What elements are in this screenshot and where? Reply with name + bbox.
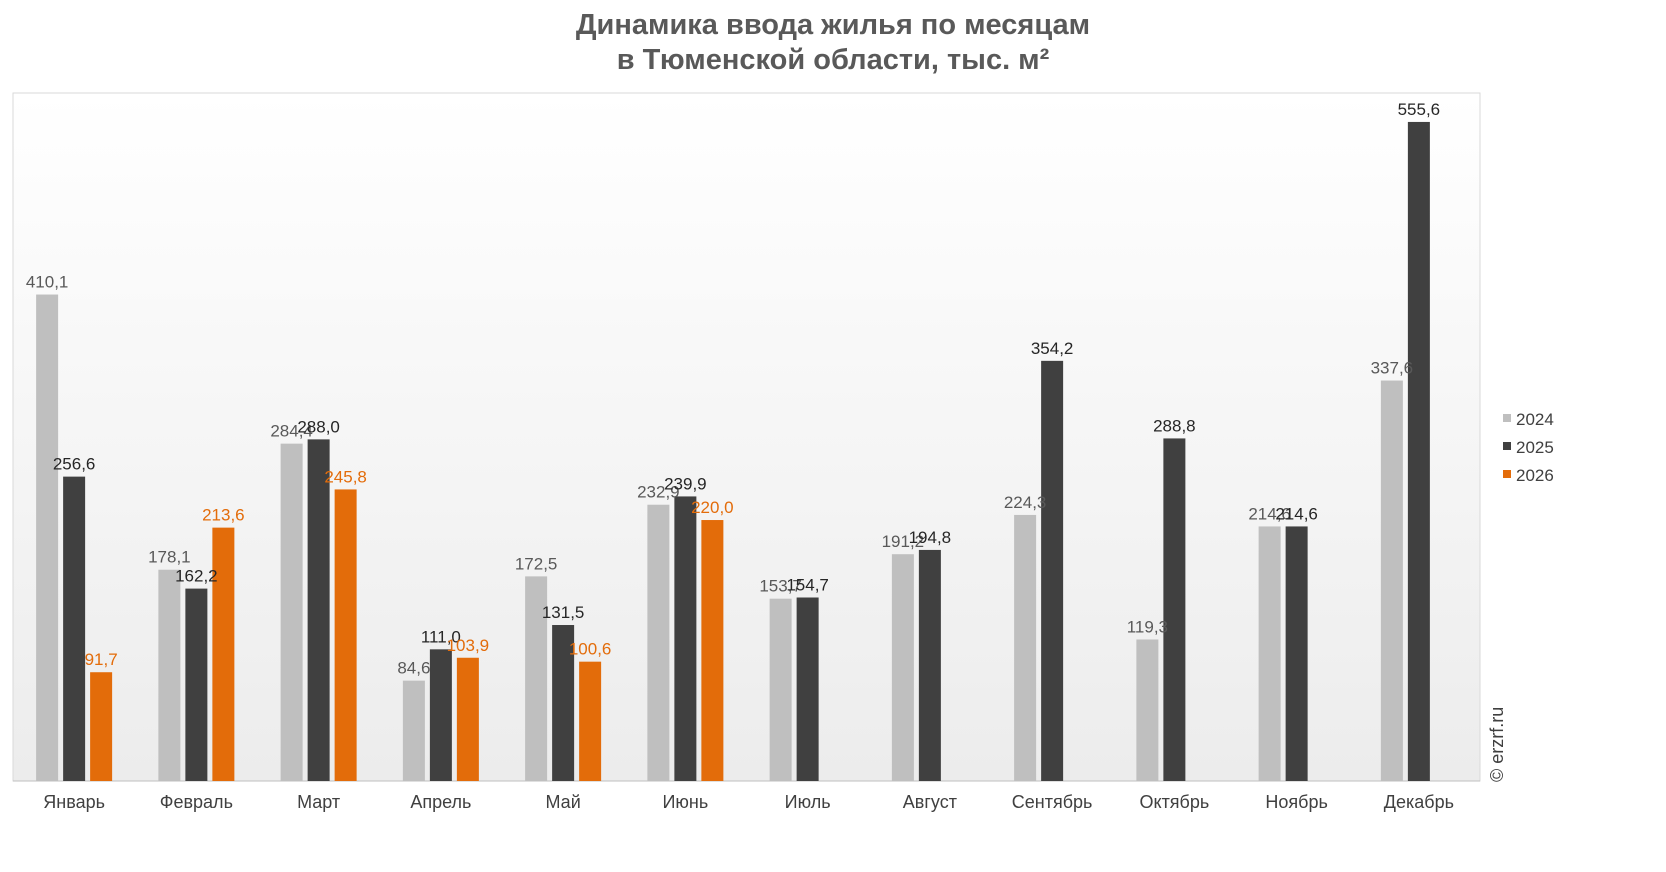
legend-label-2024: 2024 xyxy=(1516,410,1554,429)
bar-2024-7 xyxy=(769,598,792,781)
legend-label-2025: 2025 xyxy=(1516,438,1554,457)
bar-2026-3 xyxy=(334,489,357,781)
bar-2025-12 xyxy=(1407,121,1430,781)
legend-swatch-2026 xyxy=(1503,470,1511,478)
legend-swatch-2025 xyxy=(1503,442,1511,450)
value-label-2024-11: 214,6 xyxy=(1248,504,1291,523)
value-label-2024-2: 178,1 xyxy=(148,548,191,567)
chart-title-line1: Динамика ввода жилья по месяцам xyxy=(575,9,1091,41)
value-label-2024-10: 119,3 xyxy=(1127,617,1168,636)
month-label-11: Ноябрь xyxy=(1265,792,1327,812)
value-label-2024-6: 232,9 xyxy=(637,483,680,502)
bar-2025-6 xyxy=(674,496,697,781)
value-label-2025-7: 154,7 xyxy=(786,575,829,594)
chart-title: Динамика ввода жилья по месяцам в Тюменс… xyxy=(0,8,1666,78)
month-label-12: Декабрь xyxy=(1384,792,1454,812)
plot-area xyxy=(12,92,1481,782)
value-label-2024-7: 153,7 xyxy=(759,577,802,596)
month-label-2: Февраль xyxy=(160,792,233,812)
value-label-2024-12: 337,6 xyxy=(1371,359,1414,378)
value-label-2026-1: 91,7 xyxy=(85,650,118,669)
legend-label-2026: 2026 xyxy=(1516,466,1554,485)
bar-2024-4 xyxy=(402,680,425,781)
value-label-2024-9: 224,3 xyxy=(1004,493,1047,512)
value-label-2025-11: 214,6 xyxy=(1275,504,1318,523)
month-label-6: Июнь xyxy=(662,792,708,812)
value-label-2026-3: 245,8 xyxy=(324,467,367,486)
bar-2024-6 xyxy=(647,504,670,781)
value-label-2024-3: 284,4 xyxy=(270,422,313,441)
month-label-5: Май xyxy=(545,792,580,812)
bar-2025-7 xyxy=(796,597,819,781)
value-label-2025-5: 131,5 xyxy=(542,603,585,622)
bar-2025-2 xyxy=(185,588,208,781)
bar-2025-1 xyxy=(63,476,86,781)
value-label-2025-3: 288,0 xyxy=(297,417,340,436)
value-label-2025-2: 162,2 xyxy=(175,567,218,586)
bar-2024-1 xyxy=(36,294,59,781)
bar-2025-9 xyxy=(1041,360,1064,781)
credit-text: © erzrf.ru xyxy=(1487,707,1507,782)
value-label-2025-4: 111,0 xyxy=(421,627,461,646)
bar-2026-5 xyxy=(579,661,602,781)
value-label-2025-9: 354,2 xyxy=(1031,339,1074,358)
month-label-10: Октябрь xyxy=(1139,792,1209,812)
month-labels-group: Январь Февраль Март Апрель Май Июнь Июль Август… xyxy=(43,792,1454,812)
bar-2025-11 xyxy=(1285,526,1308,781)
bar-2025-3 xyxy=(307,439,330,781)
value-label-2025-10: 288,8 xyxy=(1153,416,1196,435)
bar-2024-2 xyxy=(158,569,181,781)
month-label-7: Июль xyxy=(785,792,831,812)
bar-2024-8 xyxy=(891,554,914,781)
month-label-9: Сентябрь xyxy=(1012,792,1093,812)
value-label-2024-8: 191,2 xyxy=(882,532,925,551)
legend: 2024 2025 2026 xyxy=(1503,410,1554,485)
bar-2026-6 xyxy=(701,520,724,781)
value-label-2026-5: 100,6 xyxy=(569,640,612,659)
bar-2025-8 xyxy=(918,549,941,781)
value-label-2024-5: 172,5 xyxy=(515,554,558,573)
bar-2025-5 xyxy=(552,625,575,781)
bar-2025-4 xyxy=(429,649,452,781)
value-label-2025-1: 256,6 xyxy=(53,455,96,474)
bar-2024-10 xyxy=(1136,639,1159,781)
bar-2024-12 xyxy=(1380,380,1403,781)
bar-2024-9 xyxy=(1014,514,1037,781)
value-label-2026-6: 220,0 xyxy=(691,498,734,517)
bar-2024-11 xyxy=(1258,526,1281,781)
value-label-2024-1: 410,1 xyxy=(26,273,69,292)
month-label-4: Апрель xyxy=(410,792,471,812)
bar-2024-3 xyxy=(280,443,303,781)
value-label-2026-4: 103,9 xyxy=(447,636,490,655)
value-label-2025-6: 239,9 xyxy=(664,474,707,493)
bars-group xyxy=(36,121,1430,781)
bar-2026-1 xyxy=(90,672,113,781)
value-label-2024-4: 84,6 xyxy=(397,659,430,678)
bar-2026-4 xyxy=(456,657,479,781)
bar-2026-2 xyxy=(212,527,235,781)
value-label-2025-12: 555,6 xyxy=(1398,100,1441,119)
value-label-2026-2: 213,6 xyxy=(202,506,245,525)
month-label-1: Январь xyxy=(43,792,105,812)
bar-2024-5 xyxy=(525,576,548,781)
chart-title-line2: в Тюменской области, тыс. м² xyxy=(616,44,1050,76)
month-label-8: Август xyxy=(903,792,957,812)
value-label-2025-8: 194,8 xyxy=(909,528,952,547)
legend-swatch-2024 xyxy=(1503,414,1511,422)
month-label-3: Март xyxy=(297,792,340,812)
bar-2025-10 xyxy=(1163,438,1186,781)
